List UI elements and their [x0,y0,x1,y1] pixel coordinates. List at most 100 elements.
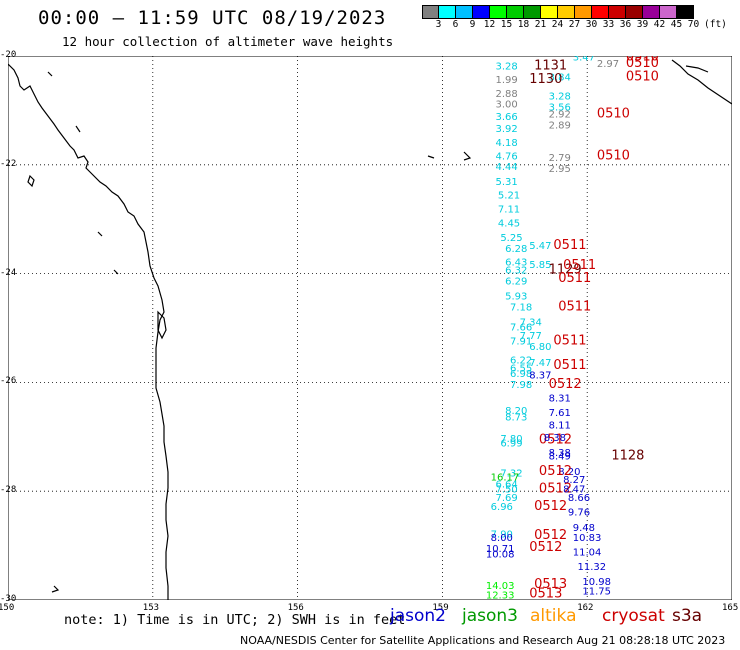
pass-time-label: 0511 [553,358,586,373]
pass-time-label: 0512 [539,432,572,447]
wave-height-label: 7.34 [520,317,542,328]
pass-time-label: 0512 [549,377,582,392]
pass-time-label: 0512 [539,481,572,496]
wave-height-label: 10.71 [486,544,515,555]
wave-height-label: 8.66 [568,493,590,504]
lat-tick-label: -20 [0,50,17,60]
lat-tick-label: -26 [0,376,17,387]
wave-height-label: 9.48 [573,523,595,534]
legend-tick-label: 18 [517,19,530,30]
wave-height-label: 8.20 [505,406,527,417]
wave-height-label: 6.22 [510,355,532,366]
pass-time-label: 0513 [529,586,562,600]
new-caledonia-coast [671,59,732,105]
legend-tick-label: 39 [636,19,649,30]
wave-height-label: 2.89 [549,120,571,131]
wave-height-label: 6.96 [491,502,513,513]
legend-swatch [541,5,558,19]
legend-swatch [626,5,643,19]
wave-height-label: 3.47 [573,56,595,63]
island-5 [113,269,119,275]
legend-swatch [660,5,677,19]
footer-credit: NOAA/NESDIS Center for Satellite Applica… [240,634,726,647]
lat-tick-label: -28 [0,485,17,496]
wave-height-label: 10.83 [573,533,602,544]
legend-tick-label: 24 [551,19,564,30]
legend-swatch [456,5,473,19]
wave-height-label: 8.00 [491,533,513,544]
pass-time-label: 0513 [534,577,567,592]
lon-tick-label: 162 [577,603,594,613]
wave-height-label: 10.98 [582,577,611,588]
legend-tick-label: 30 [585,19,598,30]
lon-tick-label: 156 [287,603,304,613]
legend-swatch [439,5,456,19]
lat-tick-label: -30 [0,594,17,604]
wave-height-label: 5.93 [505,292,527,303]
legend-tick-label: 27 [568,19,581,30]
wave-height-label: 2.79 [549,153,571,164]
wave-height-label: 6.29 [505,276,527,287]
wave-height-label: 3.28 [495,62,517,73]
lon-tick-label: 159 [432,603,449,613]
pass-time-label: 0512 [534,499,567,514]
wave-height-label: 8.27 [563,475,585,486]
legend-swatch [524,5,541,19]
lat-tick-label: -22 [0,158,17,169]
wave-height-label: 14.03 [486,581,515,592]
wave-height-label: 16.17 [491,472,520,483]
wave-height-label: 4.18 [495,138,517,149]
wave-height-label: 6.43 [505,257,527,268]
wave-height-label: 3.00 [495,100,517,111]
australia-coastline [8,63,169,600]
wave-height-label: 9.76 [568,508,590,519]
legend-swatch [677,5,694,19]
legend-ticks: 3 6 9 12 15 18 21 24 27 30 33 36 39 42 45 70 (ft) [430,19,727,30]
wave-height-label: 7.98 [510,380,532,391]
wave-height-label: 8.47 [563,484,585,495]
satellite-label-jason3: jason3 [462,606,518,626]
pass-time-label: 0511 [563,258,596,273]
legend-tick-label: 12 [483,19,496,30]
legend-tick-label: 42 [653,19,666,30]
pass-time-label: 0510 [626,56,659,71]
pass-time-label: 0512 [539,464,572,479]
wave-height-label: 2.95 [549,164,571,175]
wave-height-label: 11.32 [578,562,607,573]
wave-height-label: 4.44 [495,162,517,173]
lat-tick-label: -24 [0,267,17,278]
wave-height-label: 3.84 [549,72,571,83]
legend-swatch [473,5,490,19]
wave-height-label: 7.61 [549,408,571,419]
legend-tick-label: 9 [469,19,476,30]
legend-swatch [609,5,626,19]
coastline [8,59,732,600]
pass-time-label: 1130 [529,72,562,87]
wave-height-label: 3.92 [495,124,517,135]
satellite-label-cryosat: cryosat [602,606,665,626]
wave-height-label: 7.66 [510,323,532,334]
wave-height-label: 5.31 [495,177,517,188]
legend-swatch [507,5,524,19]
legend-swatch [422,5,439,19]
wave-height-label: 2.92 [549,109,571,120]
pass-time-label: 0511 [558,271,591,286]
island-4 [97,231,103,237]
satellite-label-altika: altika [530,606,577,626]
wave-height-label: 7.50 [495,484,517,495]
pass-time-label: 0512 [534,528,567,543]
wave-height-label: 8.73 [505,412,527,423]
legend-tick-label: 21 [534,19,547,30]
wave-height-label: 8.11 [549,421,571,432]
wave-height-label: 8.49 [549,452,571,463]
legend-tick-label: 33 [602,19,615,30]
wave-height-label: 6.98 [510,369,532,380]
wave-height-label: 7.11 [498,205,520,216]
satellite-label-s3a: s3a [672,606,703,626]
pass-time-label: 0510 [626,56,659,64]
wave-height-label: 1.99 [495,75,517,86]
wave-height-label: 7.32 [500,469,522,480]
lon-tick-label: 153 [142,603,160,613]
legend-tick-label: 70 [687,19,700,30]
